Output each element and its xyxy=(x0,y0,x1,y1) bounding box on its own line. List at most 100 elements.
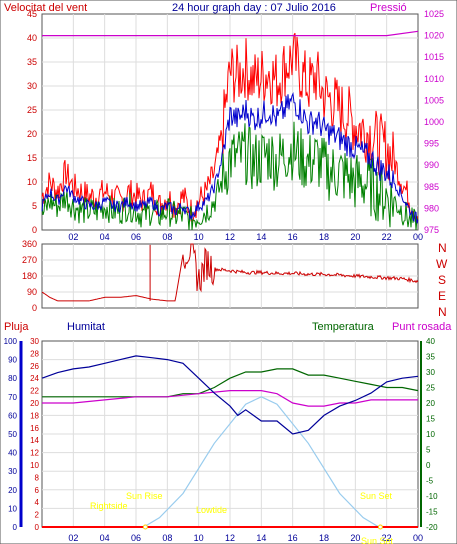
temperature-axis: -20 -15 -10 -5 0 5 10 15 20 25 30 35 40 xyxy=(420,337,438,532)
direction-tick: 180 xyxy=(22,271,37,281)
rain-tick: 8 xyxy=(35,473,40,482)
humidity-tick: 100 xyxy=(4,337,18,346)
pressure-tick: 1015 xyxy=(424,52,444,62)
wind-time-tick: 10 xyxy=(194,232,204,242)
solar-curve xyxy=(143,396,380,528)
climate-grid xyxy=(42,341,418,527)
pressure-tick: 1005 xyxy=(424,95,444,105)
rightside-label: Rightside xyxy=(90,501,128,511)
dew-point-line xyxy=(42,390,418,407)
wind-speed-tick: 45 xyxy=(27,9,37,19)
rain-tick: 24 xyxy=(30,374,39,383)
wind-time-tick: 18 xyxy=(319,232,329,242)
climate-series xyxy=(41,355,419,530)
wind-time-tick: 00 xyxy=(413,232,423,242)
temperature-tick: -10 xyxy=(426,492,438,501)
rain-tick: 28 xyxy=(30,349,39,358)
wind-speed-tick: 30 xyxy=(27,81,37,91)
sunset-label: Sun Set xyxy=(360,491,393,501)
wind-time-axis: 02 04 06 08 10 12 14 16 18 20 22 00 xyxy=(68,232,423,242)
humidity-tick: 60 xyxy=(8,411,17,420)
humidity-line xyxy=(41,355,419,435)
temperature-tick: 15 xyxy=(426,415,435,424)
wind-speed-tick: 15 xyxy=(27,153,37,163)
rain-tick: 4 xyxy=(35,498,40,507)
rain-tick: 18 xyxy=(30,411,39,420)
pressure-tick: 1000 xyxy=(424,117,444,127)
humidity-tick: 0 xyxy=(13,523,18,532)
pressure-axis: 975 980 985 990 995 1000 1005 1010 1015 1020 1025 xyxy=(424,9,444,235)
rain-tick: 12 xyxy=(30,449,39,458)
sunset-axis-label: Sun Set xyxy=(361,536,394,544)
climate-time-tick: 14 xyxy=(256,533,266,543)
climate-time-tick: 08 xyxy=(162,533,172,543)
humidity-tick: 50 xyxy=(8,430,17,439)
direction-tick: 90 xyxy=(27,287,37,297)
compass-w: W xyxy=(436,257,448,271)
rain-tick: 0 xyxy=(35,523,40,532)
climate-time-tick: 04 xyxy=(100,533,110,543)
rain-tick: 22 xyxy=(30,387,39,396)
climate-time-tick: 12 xyxy=(225,533,235,543)
humidity-label: Humitat xyxy=(67,321,105,333)
sunset-marker xyxy=(377,524,383,530)
wind-speed-tick: 5 xyxy=(32,201,37,211)
wind-series xyxy=(41,30,419,231)
climate-time-tick: 18 xyxy=(319,533,329,543)
pressure-tick: 985 xyxy=(424,182,439,192)
pressure-tick: 1020 xyxy=(424,31,444,41)
wind-speed-tick: 40 xyxy=(27,33,37,43)
compass-n-top: N xyxy=(438,241,447,255)
wind-speed-tick: 35 xyxy=(27,57,37,67)
pressure-tick: 975 xyxy=(424,225,439,235)
rain-tick: 10 xyxy=(30,461,39,470)
wind-time-tick: 06 xyxy=(131,232,141,242)
humidity-tick: 30 xyxy=(8,467,17,476)
pressure-tick: 990 xyxy=(424,160,439,170)
direction-series xyxy=(41,243,419,302)
humidity-tick: 10 xyxy=(8,504,17,513)
wind-time-tick: 12 xyxy=(225,232,235,242)
rain-tick: 14 xyxy=(30,436,39,445)
direction-tick: 0 xyxy=(32,303,37,313)
wind-low-line xyxy=(41,121,419,231)
compass-e: E xyxy=(438,289,446,303)
direction-tick: 360 xyxy=(22,239,37,249)
wind-speed-tick: 10 xyxy=(27,177,37,187)
temperature-tick: 30 xyxy=(426,368,435,377)
climate-time-tick: 16 xyxy=(288,533,298,543)
wind-speed-tick: 0 xyxy=(32,225,37,235)
climate-time-tick: 00 xyxy=(413,533,423,543)
wind-speed-label: Velocitat del vent xyxy=(4,2,87,14)
humidity-tick: 70 xyxy=(8,393,17,402)
pressure-line xyxy=(42,30,419,37)
direction-tick: 270 xyxy=(22,255,37,265)
temperature-tick: 0 xyxy=(426,461,431,470)
wind-speed-tick: 20 xyxy=(27,129,37,139)
temperature-tick: -15 xyxy=(426,508,438,517)
wind-avg-line xyxy=(41,92,419,224)
temperature-tick: -20 xyxy=(426,523,438,532)
climate-time-tick: 10 xyxy=(194,533,204,543)
humidity-axis: 0 10 20 30 40 50 60 70 80 90 100 xyxy=(4,337,18,532)
climate-time-tick: 22 xyxy=(382,533,392,543)
chart-title: 24 hour graph day : 07 Julio 2016 xyxy=(172,2,336,14)
pressure-tick: 995 xyxy=(424,139,439,149)
climate-time-tick: 02 xyxy=(68,533,78,543)
humidity-tick: 20 xyxy=(8,486,17,495)
pressure-label: Pressió xyxy=(370,2,407,14)
wind-time-tick: 04 xyxy=(100,232,110,242)
compass-s: S xyxy=(438,273,446,287)
temperature-tick: 40 xyxy=(426,337,435,346)
wind-speed-tick: 25 xyxy=(27,105,37,115)
sunrise-label: Sun Rise xyxy=(126,491,163,501)
wind-time-tick: 22 xyxy=(382,232,392,242)
rain-tick: 20 xyxy=(30,399,39,408)
rain-tick: 26 xyxy=(30,362,39,371)
rain-tick: 30 xyxy=(30,337,39,346)
temperature-tick: 20 xyxy=(426,399,435,408)
compass-labels: N W S E N xyxy=(436,241,448,319)
